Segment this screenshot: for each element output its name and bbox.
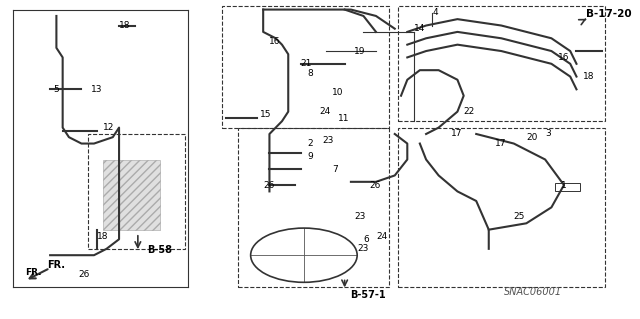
Text: 7: 7 [332, 165, 338, 174]
Text: 26: 26 [263, 181, 275, 189]
Bar [398, 128, 605, 287]
Text: 12: 12 [104, 123, 115, 132]
Text: B-17-20: B-17-20 [586, 9, 632, 19]
Text: 6: 6 [364, 235, 369, 244]
Text: 13: 13 [91, 85, 102, 94]
Text: 26: 26 [78, 270, 90, 279]
Text: 10: 10 [332, 88, 344, 97]
Text: SNAC06001: SNAC06001 [504, 287, 562, 297]
Text: 26: 26 [370, 181, 381, 189]
Text: 20: 20 [526, 133, 538, 142]
Text: 15: 15 [260, 110, 271, 119]
Text: 24: 24 [319, 107, 331, 116]
Text: 3: 3 [545, 130, 551, 138]
Text: 11: 11 [339, 114, 350, 122]
Text: 22: 22 [464, 107, 475, 116]
Text: 23: 23 [357, 244, 369, 253]
Text: 9: 9 [307, 152, 313, 161]
Text: B-57-1: B-57-1 [349, 290, 385, 300]
Text: 14: 14 [413, 24, 425, 33]
Text: 16: 16 [269, 37, 281, 46]
Text: FR.: FR. [47, 260, 65, 270]
Text: 8: 8 [307, 69, 313, 78]
Bar [238, 128, 388, 287]
Text: 2: 2 [307, 139, 313, 148]
Text: 24: 24 [376, 232, 387, 241]
Text: 1: 1 [561, 181, 566, 189]
Bar [88, 134, 185, 249]
Text: 18: 18 [583, 72, 595, 81]
Text: 4: 4 [433, 8, 438, 17]
Bar [554, 183, 580, 191]
Bar [223, 6, 388, 128]
Text: 21: 21 [301, 59, 312, 68]
Text: 17: 17 [495, 139, 506, 148]
Text: FR.: FR. [25, 268, 42, 277]
Text: B-58: B-58 [147, 245, 172, 256]
Text: 18: 18 [97, 232, 109, 241]
Text: 23: 23 [354, 212, 365, 221]
Text: 16: 16 [557, 53, 569, 62]
Text: 23: 23 [323, 136, 334, 145]
Text: 18: 18 [119, 21, 131, 30]
Text: 5: 5 [53, 85, 59, 94]
Bar [104, 160, 160, 230]
Bar [398, 6, 605, 121]
Text: 25: 25 [514, 212, 525, 221]
Text: 17: 17 [451, 130, 463, 138]
Text: 19: 19 [354, 47, 365, 56]
